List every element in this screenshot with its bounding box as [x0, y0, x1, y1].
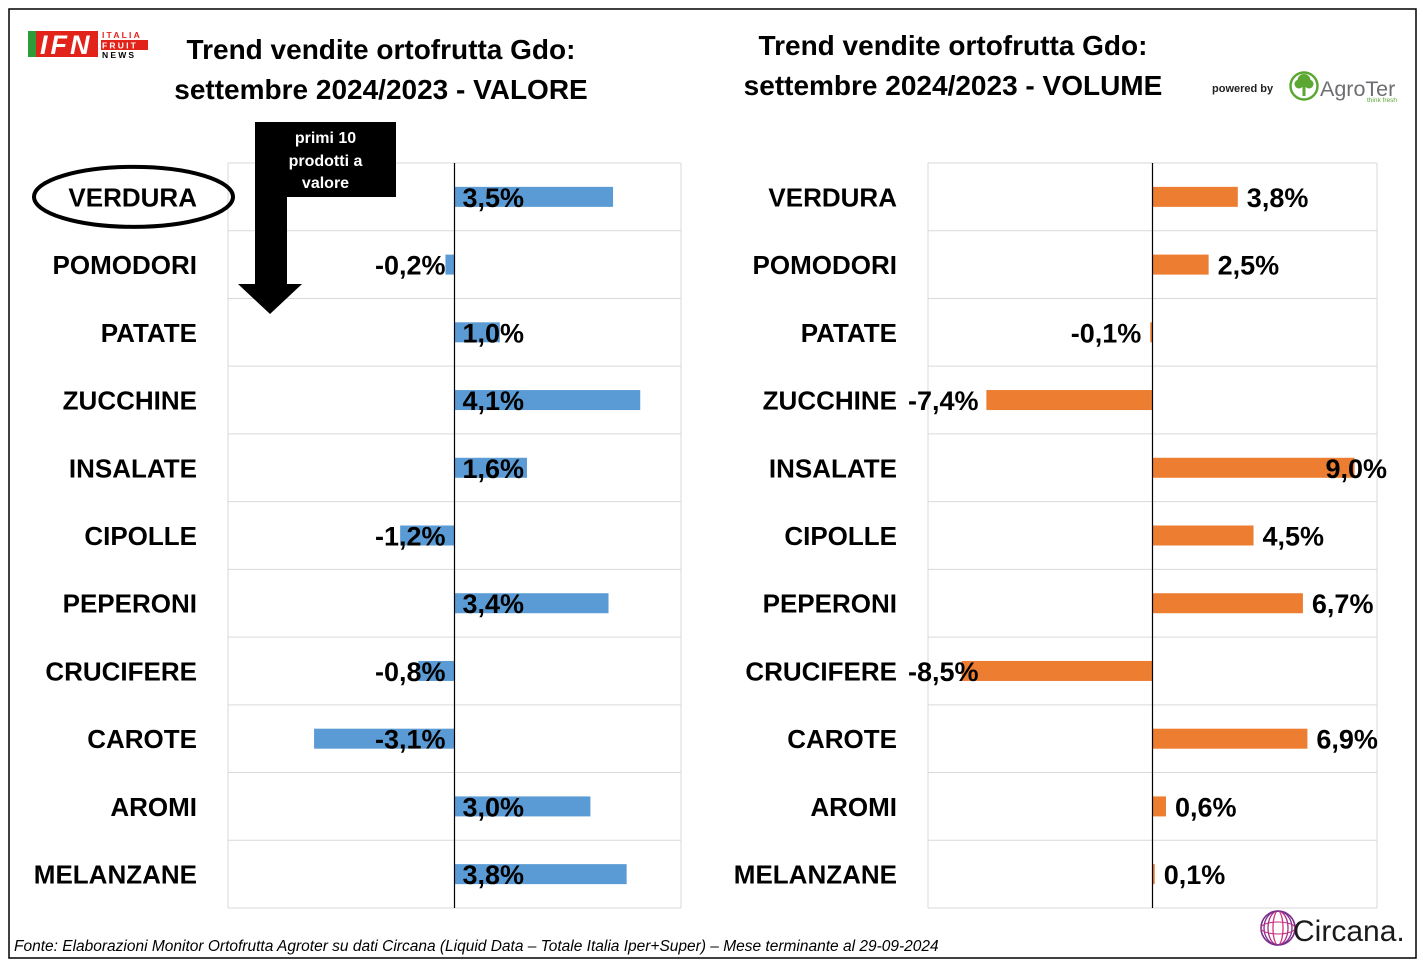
valore-value-label-melanzane: 3,8% [463, 860, 525, 890]
ifn-logo-italia: ITALIA [102, 30, 142, 40]
volume-value-label-verdura: 3,8% [1247, 183, 1309, 213]
volume-value-label-pomodori: 2,5% [1218, 251, 1280, 281]
valore-bar-carote [314, 728, 455, 749]
callout-line-1: primi 10 [295, 130, 356, 147]
ifn-logo-fruit: FRUIT [102, 41, 138, 51]
valore-value-label-verdura: 3,5% [463, 183, 525, 213]
agroter-tree-icon [1289, 71, 1319, 101]
valore-category-melanzane: MELANZANE [34, 860, 197, 890]
valore-value-label-patate: 1,0% [463, 318, 525, 348]
valore-bar-melanzane [454, 864, 627, 885]
volume-title-line1: Trend vendite ortofrutta Gdo: [759, 30, 1148, 61]
volume-category-zucchine: ZUCCHINE [763, 386, 897, 416]
volume-value-label-aromi: 0,6% [1175, 792, 1237, 822]
volume-category-crucifere: CRUCIFERE [745, 656, 897, 686]
ifn-logo-mark: IFN [40, 30, 93, 60]
valore-bar-zucchine [454, 390, 641, 411]
callout-down-arrow: primi 10 prodotti a valore [238, 122, 396, 314]
volume-category-patate: PATATE [801, 318, 897, 348]
valore-bar-peperoni [454, 593, 609, 614]
valore-category-crucifere: CRUCIFERE [45, 656, 197, 686]
agroter-tagline: think fresh [1367, 97, 1397, 104]
valore-value-label-crucifere: -0,8% [375, 657, 446, 687]
volume-bar-insalate [1152, 457, 1355, 478]
volume-value-label-peperoni: 6,7% [1312, 589, 1374, 619]
volume-bar-melanzane [1152, 864, 1155, 885]
source-footnote: Fonte: Elaborazioni Monitor Ortofrutta A… [14, 938, 939, 955]
valore-bar-pomodori [445, 254, 455, 275]
valore-category-zucchine: ZUCCHINE [63, 386, 197, 416]
volume-category-insalate: INSALATE [769, 453, 897, 483]
valore-category-insalate: INSALATE [69, 453, 197, 483]
valore-value-label-peperoni: 3,4% [463, 589, 525, 619]
valore-category-carote: CAROTE [87, 724, 197, 754]
valore-title-line1: Trend vendite ortofrutta Gdo: [187, 34, 576, 65]
valore-category-peperoni: PEPERONI [63, 589, 197, 619]
valore-value-label-insalate: 1,6% [463, 454, 525, 484]
valore-value-label-carote: -3,1% [375, 725, 446, 755]
valore-category-verdura: VERDURA [68, 182, 197, 212]
valore-value-label-zucchine: 4,1% [463, 386, 525, 416]
ifn-logo-red-block [28, 31, 98, 57]
valore-value-label-pomodori: -0,2% [375, 251, 446, 281]
valore-title-line2: settembre 2024/2023 - VALORE [174, 74, 587, 105]
volume-category-melanzane: MELANZANE [734, 860, 897, 890]
volume-category-peperoni: PEPERONI [763, 589, 897, 619]
circana-globe-icon [1260, 910, 1296, 946]
valore-bar-cipolle [400, 525, 455, 546]
volume-bar-pomodori [1152, 254, 1209, 275]
valore-category-cipolle: CIPOLLE [84, 521, 197, 551]
outer-frame [8, 8, 1417, 959]
volume-bar-zucchine [986, 390, 1153, 411]
valore-category-aromi: AROMI [110, 792, 197, 822]
ifn-logo-fruit-block [101, 40, 148, 50]
ifn-logo: IFN ITALIA FRUIT NEWS [28, 30, 148, 60]
callout-line-3: valore [302, 175, 349, 192]
valore-bar-patate [454, 322, 500, 343]
volume-bar-crucifere [961, 660, 1153, 681]
volume-bar-carote [1152, 728, 1308, 749]
powered-by-label: powered by [1212, 83, 1274, 95]
volume-value-label-insalate: 9,0% [1325, 454, 1387, 484]
ifn-logo-green-block [28, 31, 36, 57]
volume-value-label-patate: -0,1% [1071, 318, 1142, 348]
valore-category-patate: PATATE [101, 318, 197, 348]
volume-bar-patate [1150, 322, 1153, 343]
volume-value-label-carote: 6,9% [1316, 725, 1378, 755]
agroter-logo-text: AgroTer [1320, 77, 1395, 101]
valore-bar-aromi [454, 796, 591, 817]
volume-value-label-melanzane: 0,1% [1164, 860, 1226, 890]
volume-value-label-crucifere: -8,5% [908, 657, 979, 687]
volume-value-label-cipolle: 4,5% [1263, 522, 1325, 552]
volume-title-line2: settembre 2024/2023 - VOLUME [744, 70, 1163, 101]
highlight-ellipse [32, 164, 235, 229]
volume-category-pomodori: POMODORI [753, 250, 897, 280]
valore-bar-insalate [454, 457, 527, 478]
volume-category-cipolle: CIPOLLE [784, 521, 897, 551]
volume-category-aromi: AROMI [810, 792, 897, 822]
valore-value-label-aromi: 3,0% [463, 792, 525, 822]
volume-category-verdura: VERDURA [768, 182, 897, 212]
chart-valore: VERDURA 3,5% POMODORI -0,2% PATATE 1,0% ZUCCHI… [34, 162, 682, 909]
valore-bar-crucifere [418, 660, 455, 681]
volume-value-label-zucchine: -7,4% [908, 386, 979, 416]
down-arrow-icon [238, 122, 396, 314]
circana-logo-text: Circana. [1293, 915, 1405, 948]
volume-category-carote: CAROTE [787, 724, 897, 754]
valore-category-pomodori: POMODORI [53, 250, 197, 280]
volume-bar-cipolle [1152, 525, 1254, 546]
volume-bar-aromi [1152, 796, 1166, 817]
valore-bar-verdura [454, 186, 614, 207]
volume-bar-peperoni [1152, 593, 1303, 614]
volume-bar-verdura [1152, 186, 1238, 207]
ifn-logo-news: NEWS [102, 50, 136, 60]
valore-value-label-cipolle: -1,2% [375, 522, 446, 552]
callout-line-2: prodotti a [289, 153, 363, 170]
chart-volume: VERDURA 3,8% POMODORI 2,5% PATATE -0,1% ZUCCHI… [734, 162, 1387, 909]
